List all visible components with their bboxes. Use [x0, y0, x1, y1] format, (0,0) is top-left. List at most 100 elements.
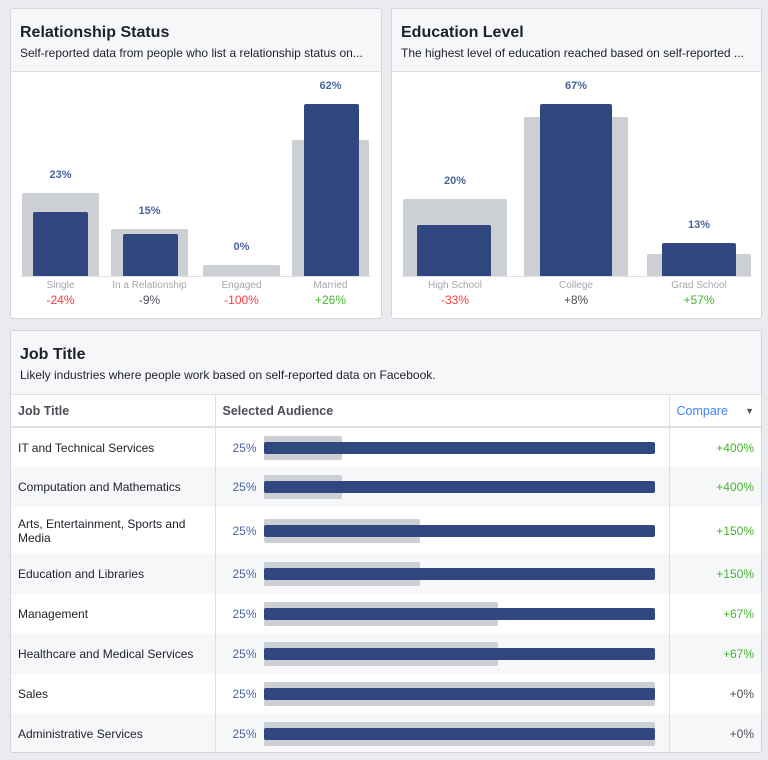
selected-bar[interactable] [263, 441, 655, 454]
category-label: In a Relationship [112, 280, 187, 291]
card-header: Education Level The highest level of edu… [392, 9, 761, 72]
card-title: Education Level [401, 24, 524, 41]
category-label: Married [313, 280, 348, 291]
job-title-cell: Education and Libraries [11, 554, 216, 594]
job-title-cell: Healthcare and Medical Services [11, 634, 216, 674]
compare-cell: +400% [668, 467, 761, 507]
job-title-card: Job Title Likely industries where people… [10, 330, 762, 753]
chart-baseline [21, 276, 371, 277]
chart-baseline [402, 276, 751, 277]
compare-cell: +0% [668, 714, 761, 752]
bar-track [263, 518, 655, 543]
bar-track [263, 682, 655, 706]
table-row[interactable]: Computation and Mathematics 25% +400% [11, 467, 761, 507]
selected-audience-cell: 25% [215, 634, 669, 674]
bar-track [263, 602, 655, 626]
table-row[interactable]: Management 25% +67% [11, 594, 761, 634]
compare-dropdown[interactable]: Compare ▼ [668, 395, 761, 428]
selected-bar[interactable] [263, 688, 655, 700]
selected-audience-cell: 25% [215, 554, 669, 594]
column-header-selected-audience: Selected Audience [215, 395, 669, 428]
selected-audience-cell: 25% [215, 507, 669, 554]
card-subtitle: Likely industries where people work base… [20, 368, 436, 382]
job-title-cell: Management [11, 594, 216, 634]
change-label: -9% [138, 293, 161, 307]
compare-cell: +150% [668, 554, 761, 594]
table-header-row: Job Title Selected Audience Compare ▼ [11, 395, 761, 428]
compare-cell: +67% [668, 634, 761, 674]
value-label: 20% [443, 174, 467, 187]
job-title-cell: Sales [11, 674, 216, 714]
table-row[interactable]: Education and Libraries 25% +150% [11, 554, 761, 594]
table-row[interactable]: Arts, Entertainment, Sports and Media 25%… [11, 507, 761, 554]
selected-bar[interactable] [662, 242, 736, 276]
selected-percent: 25% [232, 687, 257, 701]
change-label: +26% [314, 293, 347, 307]
selected-bar[interactable] [263, 728, 655, 740]
benchmark-bar[interactable] [203, 264, 280, 276]
job-title-cell: Administrative Services [11, 714, 216, 752]
education-chart: 20% High School -33% 67% College +8% 13% Grad S… [392, 9, 761, 318]
job-title-cell: Arts, Entertainment, Sports and Media [11, 507, 216, 554]
compare-cell: +400% [668, 427, 761, 467]
selected-bar[interactable] [263, 568, 655, 580]
selected-bar[interactable] [123, 234, 178, 276]
selected-bar[interactable] [33, 212, 88, 276]
job-title-cell: Computation and Mathematics [11, 467, 216, 507]
job-title-table: Job Title Selected Audience Compare ▼ IT… [11, 395, 761, 752]
category-label: College [559, 280, 593, 291]
value-label: 13% [687, 218, 711, 231]
card-title: Relationship Status [20, 24, 170, 41]
category-label: Single [46, 280, 75, 291]
table-row[interactable]: IT and Technical Services 25% +400% [11, 427, 761, 467]
selected-bar[interactable] [540, 103, 612, 276]
change-label: -33% [440, 293, 469, 307]
selected-bar[interactable] [417, 224, 491, 276]
job-title-cell: IT and Technical Services [11, 427, 216, 467]
bar-track [263, 435, 655, 460]
bar-track [263, 475, 655, 499]
selected-percent: 25% [232, 727, 257, 741]
change-label: +57% [683, 293, 715, 307]
value-label: 67% [564, 79, 588, 92]
caret-down-icon: ▼ [745, 405, 754, 416]
table-row[interactable]: Healthcare and Medical Services 25% +67% [11, 634, 761, 674]
relationship-status-card: Relationship Status Self-reported data f… [10, 8, 382, 319]
relationship-chart: 23% Single -24% 15% In a Relationship -9% 0% En… [11, 9, 381, 318]
category-label: Engaged [221, 280, 262, 291]
selected-audience-cell: 25% [215, 714, 669, 752]
selected-percent: 25% [232, 647, 257, 661]
card-header: Relationship Status Self-reported data f… [11, 9, 381, 72]
selected-bar[interactable] [263, 524, 655, 537]
compare-cell: +150% [668, 507, 761, 554]
card-title: Job Title [20, 346, 86, 363]
category-label: Grad School [671, 280, 727, 291]
bar-track [263, 642, 655, 666]
category-label: High School [428, 280, 482, 291]
bar-track [263, 562, 655, 586]
selected-bar[interactable] [263, 481, 655, 493]
selected-audience-cell: 25% [215, 594, 669, 634]
change-label: -24% [46, 293, 75, 307]
card-header: Job Title Likely industries where people… [11, 331, 761, 395]
table-row[interactable]: Administrative Services 25% +0% [11, 714, 761, 752]
compare-cell: +67% [668, 594, 761, 634]
selected-audience-cell: 25% [215, 674, 669, 714]
value-label: 15% [138, 204, 161, 217]
selected-percent: 25% [232, 523, 257, 538]
selected-bar[interactable] [304, 104, 359, 276]
value-label: 62% [319, 80, 342, 93]
bar-track [263, 722, 655, 746]
change-label: +8% [563, 293, 589, 307]
compare-label: Compare [676, 403, 728, 418]
selected-percent: 25% [232, 480, 257, 494]
column-header-job-title: Job Title [11, 395, 216, 428]
table-row[interactable]: Sales 25% +0% [11, 674, 761, 714]
selected-bar[interactable] [263, 608, 655, 620]
value-label: 0% [233, 240, 250, 253]
education-level-card: Education Level The highest level of edu… [391, 8, 762, 319]
value-label: 23% [49, 168, 72, 181]
selected-percent: 25% [232, 567, 257, 581]
selected-bar[interactable] [263, 648, 655, 660]
compare-cell: +0% [668, 674, 761, 714]
